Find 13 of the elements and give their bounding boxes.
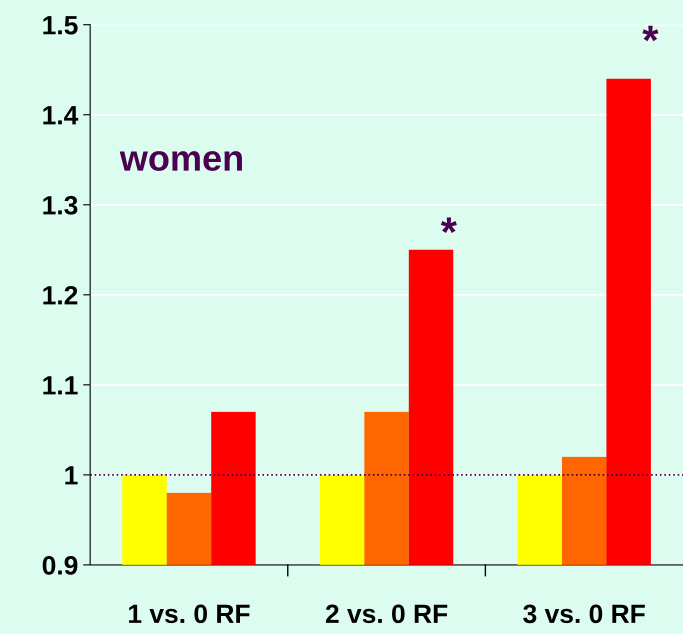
x-tick-label: 1 vs. 0 RF [129,604,250,624]
y-tick-label: 0.9 [42,556,78,575]
y-tick-label: 1 [65,466,78,484]
y-tick-label: 1.4 [43,106,78,124]
y-tick-label: 1.5 [43,16,78,35]
y-tick-label: 1.3 [43,196,78,215]
annotation: * [642,26,658,42]
annotation: * [440,218,457,234]
x-tick-label: 2 vs. 0 RF [326,604,448,624]
y-tick-label: 1.1 [43,376,78,394]
x-tick-label: 3 vs. 0 RF [523,604,645,624]
y-tick-label: 1.2 [43,286,78,304]
annotation: women [120,151,242,171]
